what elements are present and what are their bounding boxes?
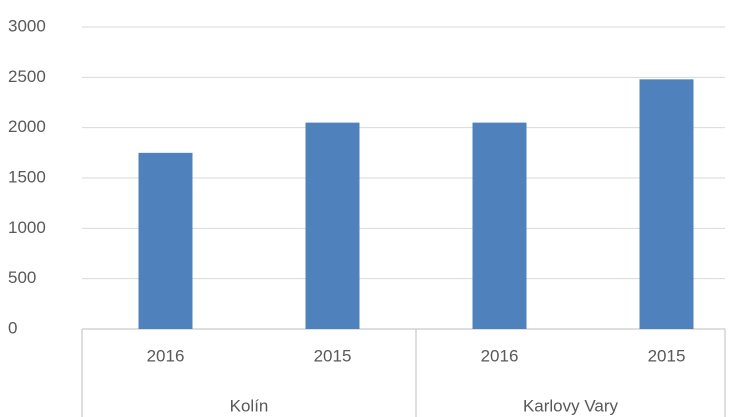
y-tick-label: 1500	[8, 167, 46, 186]
y-tick-label: 500	[8, 268, 36, 287]
y-tick-label: 1000	[8, 218, 46, 237]
y-tick-label: 3000	[8, 16, 46, 35]
group-label: Karlovy Vary	[523, 396, 619, 415]
y-tick-label: 2500	[8, 67, 46, 86]
bar	[138, 152, 193, 329]
bar	[305, 122, 360, 329]
x-tick-label: 2015	[648, 346, 686, 365]
y-tick-label: 2000	[8, 117, 46, 136]
group-label: Kolín	[230, 396, 269, 415]
x-tick-label: 2015	[314, 346, 352, 365]
bar	[472, 122, 527, 329]
bar	[639, 79, 694, 329]
x-tick-label: 2016	[481, 346, 519, 365]
y-tick-label: 0	[8, 318, 17, 337]
x-tick-label: 2016	[147, 346, 185, 365]
